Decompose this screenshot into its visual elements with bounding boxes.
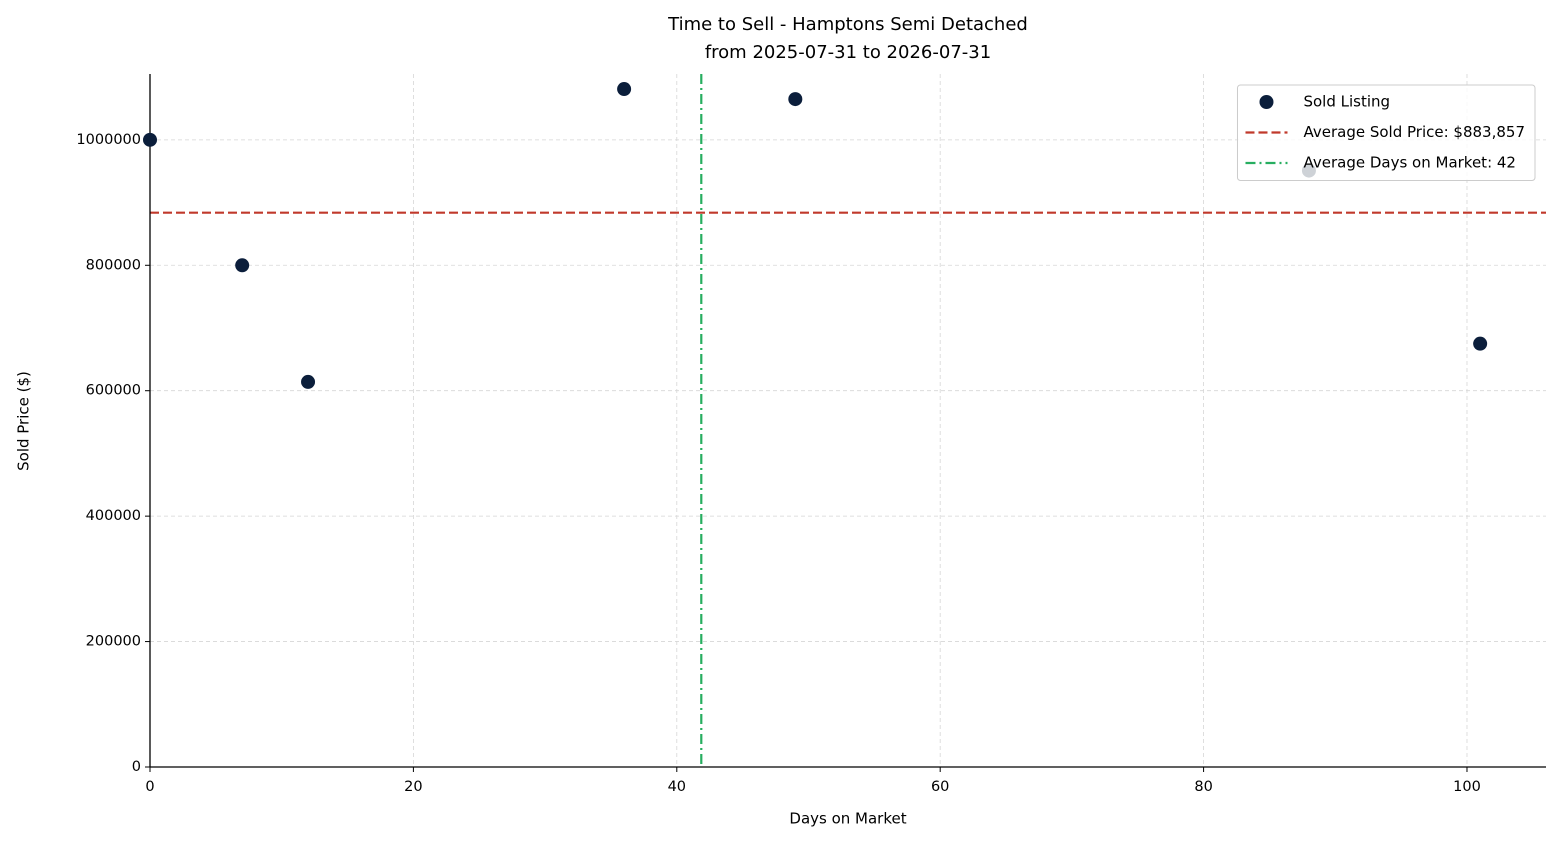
x-tick-label: 0 <box>145 779 154 795</box>
legend-label: Average Days on Market: 42 <box>1303 154 1516 172</box>
point <box>788 92 803 107</box>
y-axis-label: Sold Price ($) <box>15 371 33 471</box>
point <box>617 82 632 97</box>
x-tick-label: 40 <box>668 779 686 795</box>
point <box>143 132 157 147</box>
x-tick-label: 60 <box>931 779 949 795</box>
x-tick-label: 20 <box>404 779 422 795</box>
chart-subtitle: from 2025-07-31 to 2026-07-31 <box>705 42 991 63</box>
y-tick-label: 0 <box>132 759 141 775</box>
y-tick-label: 400000 <box>86 508 141 524</box>
legend: Sold Listing Average Sold Price: $883,857… <box>1236 84 1536 181</box>
legend-label: Sold Listing <box>1303 93 1390 111</box>
y-tick-label: 1000000 <box>76 132 141 148</box>
point <box>235 258 250 273</box>
legend-marker <box>1259 95 1274 109</box>
legend-label: Average Sold Price: $883,857 <box>1303 123 1525 141</box>
y-tick-label: 200000 <box>86 634 141 650</box>
y-tick-label: 600000 <box>86 383 141 399</box>
x-axis-label: Days on Market <box>789 810 906 828</box>
y-tick-label: 800000 <box>86 257 141 273</box>
point <box>301 374 316 389</box>
chart-title: Time to Sell - Hamptons Semi Detached <box>667 14 1028 35</box>
x-tick-label: 100 <box>1453 779 1481 795</box>
x-tick-label: 80 <box>1194 779 1212 795</box>
point <box>1473 336 1488 351</box>
legend-box <box>1236 84 1536 181</box>
